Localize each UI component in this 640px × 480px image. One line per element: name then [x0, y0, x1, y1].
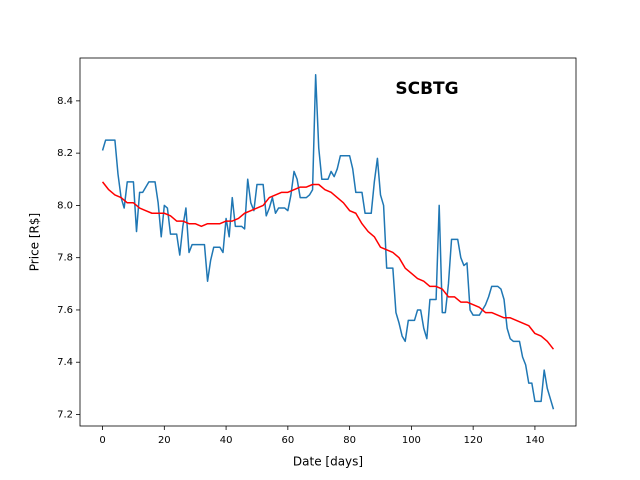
y-tick-label: 8.2: [57, 148, 73, 159]
x-tick-label: 0: [99, 435, 105, 446]
series-line: [101, 181, 555, 350]
x-tick-label: 20: [158, 435, 171, 446]
y-tick-label: 8.4: [57, 96, 73, 107]
y-tick-label: 7.6: [57, 305, 73, 316]
y-tick-label: 8.0: [57, 200, 73, 211]
y-tick-label: 7.2: [57, 410, 73, 421]
x-tick-label: 140: [525, 435, 544, 446]
series-line: [101, 73, 555, 410]
x-tick-label: 60: [281, 435, 294, 446]
x-tick-label: 80: [343, 435, 356, 446]
x-axis-label: Date [days]: [293, 455, 363, 469]
chart-annotation: SCBTG: [395, 79, 458, 99]
x-tick-label: 120: [464, 435, 483, 446]
x-tick-label: 40: [220, 435, 233, 446]
y-tick-label: 7.4: [57, 357, 73, 368]
x-tick-label: 100: [402, 435, 421, 446]
y-tick-label: 7.8: [57, 253, 73, 264]
y-axis-label: Price [R$]: [28, 213, 42, 271]
plot-frame: [79, 57, 577, 427]
